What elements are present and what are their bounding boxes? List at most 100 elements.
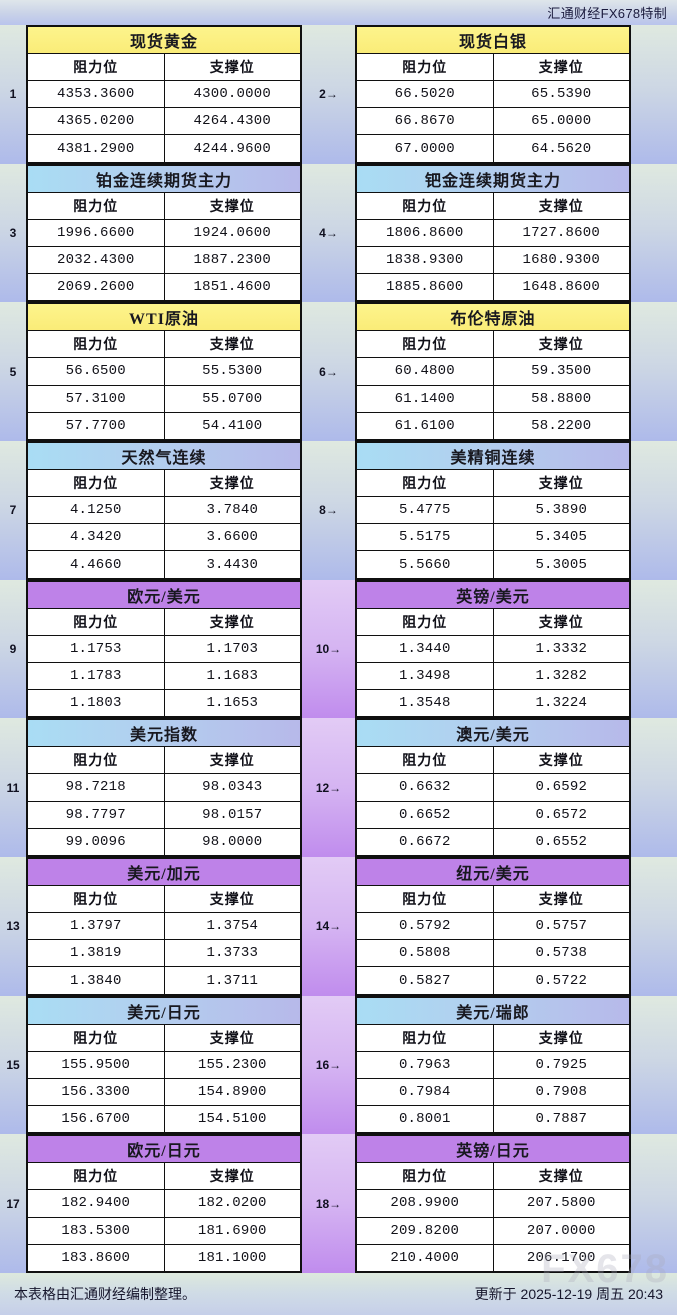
row-index-cell: 5 xyxy=(0,302,26,442)
level-row: 1996.6600 1924.0600 xyxy=(28,219,300,246)
level-row: 1838.9300 1680.9300 xyxy=(357,245,629,274)
resistance-value: 208.9900 xyxy=(390,1195,460,1212)
support-value: 1.1683 xyxy=(163,662,301,690)
mid-index-label: 2→ xyxy=(319,87,338,102)
support-value: 98.0343 xyxy=(163,774,301,801)
instrument-title: 欧元/日元 xyxy=(28,1136,300,1164)
row-index-label: 13 xyxy=(6,919,20,934)
column-header-support: 支撑位 xyxy=(492,192,630,219)
row-index-label: 11 xyxy=(6,780,20,795)
column-header-row: 阻力位 支撑位 xyxy=(28,192,301,220)
instrument-title: 现货黄金 xyxy=(28,27,300,54)
level-row: 61.1400 58.8800 xyxy=(357,384,629,412)
resistance-value: 4.4660 xyxy=(69,556,122,573)
resistance-value: 0.5827 xyxy=(398,972,451,989)
instrument-title: 英镑/日元 xyxy=(357,1136,629,1164)
support-value: 155.2300 xyxy=(163,1051,301,1078)
column-header-row: 阻力位 支撑位 xyxy=(28,608,300,636)
resistance-value: 1.3440 xyxy=(398,640,451,657)
resistance-value: 1806.8600 xyxy=(386,224,464,241)
mid-index-cell: 12→ xyxy=(302,718,355,858)
level-row: 4.4660 3.4430 xyxy=(28,550,301,578)
level-row: 4353.3600 4300.0000 xyxy=(28,81,300,108)
level-row: 1.3498 1.3282 xyxy=(357,661,630,690)
resistance-value: 182.9400 xyxy=(61,1195,131,1212)
column-header-support: 支撑位 xyxy=(492,1163,630,1190)
level-row: 1885.8600 1648.8600 xyxy=(357,273,629,301)
right-edge-gutter xyxy=(631,25,677,1274)
support-value: 1.3332 xyxy=(492,635,630,662)
column-header-support: 支撑位 xyxy=(492,886,630,913)
support-value: 0.7887 xyxy=(492,1106,630,1133)
level-row: 1.3440 1.3332 xyxy=(357,635,630,662)
support-value: 1851.4600 xyxy=(163,274,301,301)
resistance-value: 98.7218 xyxy=(65,779,126,796)
level-row: 0.5808 0.5738 xyxy=(357,939,629,967)
support-value: 98.0000 xyxy=(163,828,301,856)
level-row: 57.7700 54.4100 xyxy=(28,411,300,439)
instrument-title: 美精铜连续 xyxy=(357,443,629,471)
column-header-resistance: 阻力位 xyxy=(73,1031,119,1047)
edge-filler-cell xyxy=(631,441,677,580)
support-value: 65.0000 xyxy=(492,108,630,135)
right-table-column: 现货白银 阻力位 支撑位 66.5020 65.5390 66.8670 65.0000 67… xyxy=(355,25,631,1274)
resistance-value: 1.3797 xyxy=(69,918,122,935)
instrument-block: 现货白银 阻力位 支撑位 66.5020 65.5390 66.8670 65.0000 67… xyxy=(355,25,631,164)
support-value: 1.3754 xyxy=(163,913,301,940)
resistance-value: 1885.8600 xyxy=(386,279,464,296)
mid-index-cell: 14→ xyxy=(302,857,355,996)
support-value: 5.3405 xyxy=(492,524,630,551)
level-row: 1.1783 1.1683 xyxy=(28,661,301,690)
level-row: 5.5660 5.3005 xyxy=(357,550,629,578)
edge-filler-cell xyxy=(631,857,677,996)
column-header-row: 阻力位 支撑位 xyxy=(357,331,629,359)
instrument-block: 美元/瑞郎 阻力位 支撑位 0.7963 0.7925 0.7984 0.7908 0.800… xyxy=(355,995,631,1135)
resistance-value: 0.5808 xyxy=(398,945,451,962)
row-index-cell: 7 xyxy=(0,441,26,580)
column-header-support: 支撑位 xyxy=(492,1024,630,1051)
level-row: 0.6652 0.6572 xyxy=(357,800,630,828)
column-header-row: 阻力位 支撑位 xyxy=(357,886,630,914)
level-row: 4.3420 3.6600 xyxy=(28,523,300,551)
column-header-support: 支撑位 xyxy=(163,192,301,219)
column-header-resistance: 阻力位 xyxy=(73,199,119,215)
support-value: 3.4430 xyxy=(163,551,301,578)
mid-index-cell: 8→ xyxy=(302,441,355,580)
instrument-title: 英镑/美元 xyxy=(357,581,629,609)
column-header-row: 阻力位 支撑位 xyxy=(28,1024,300,1052)
instrument-block: 布伦特原油 阻力位 支撑位 60.4800 59.3500 61.1400 58.8800 6… xyxy=(355,302,631,442)
support-value: 1.3282 xyxy=(492,662,630,690)
column-header-row: 阻力位 支撑位 xyxy=(357,608,629,636)
column-header-row: 阻力位 支撑位 xyxy=(357,54,629,81)
column-header-resistance: 阻力位 xyxy=(402,477,448,493)
instrument-title: 纽元/美元 xyxy=(357,859,629,887)
edge-filler-cell xyxy=(631,579,677,719)
mid-index-label: 4→ xyxy=(319,226,338,240)
column-header-resistance: 阻力位 xyxy=(402,1170,448,1186)
level-row: 4.1250 3.7840 xyxy=(28,497,300,524)
top-banner: 汇通财经FX678特制 xyxy=(0,0,677,25)
support-value: 65.5390 xyxy=(492,81,630,108)
column-header-resistance: 阻力位 xyxy=(402,61,448,76)
column-header-row: 阻力位 支撑位 xyxy=(28,747,300,775)
instrument-block: 欧元/日元 阻力位 支撑位 182.9400 182.0200 183.5300 181.6… xyxy=(26,1134,302,1274)
support-value: 1887.2300 xyxy=(163,246,301,274)
support-value: 0.6572 xyxy=(492,801,630,828)
level-row: 1.3840 1.3711 xyxy=(28,966,300,994)
column-header-resistance: 阻力位 xyxy=(73,477,119,493)
mid-index-cell: 10→ xyxy=(302,579,355,719)
resistance-value: 1.3819 xyxy=(69,945,122,962)
instrument-title: 美元/瑞郎 xyxy=(357,997,629,1025)
resistance-value: 5.4775 xyxy=(398,502,451,519)
instrument-block: 天然气连续 阻力位 支撑位 4.1250 3.7840 4.3420 3.6600 4.466… xyxy=(26,441,302,580)
column-header-resistance: 阻力位 xyxy=(73,615,119,631)
level-row: 61.6100 58.2200 xyxy=(357,411,629,439)
mid-index-label: 18→ xyxy=(315,1196,342,1211)
level-row: 1806.8600 1727.8600 xyxy=(357,219,629,246)
row-index-cell: 17 xyxy=(0,1134,26,1274)
resistance-value: 1838.9300 xyxy=(386,252,464,268)
resistance-value: 0.5792 xyxy=(398,918,451,935)
support-value: 55.0700 xyxy=(163,385,301,412)
resistance-value: 5.5175 xyxy=(398,529,451,546)
level-row: 5.5175 5.3405 xyxy=(357,523,630,551)
